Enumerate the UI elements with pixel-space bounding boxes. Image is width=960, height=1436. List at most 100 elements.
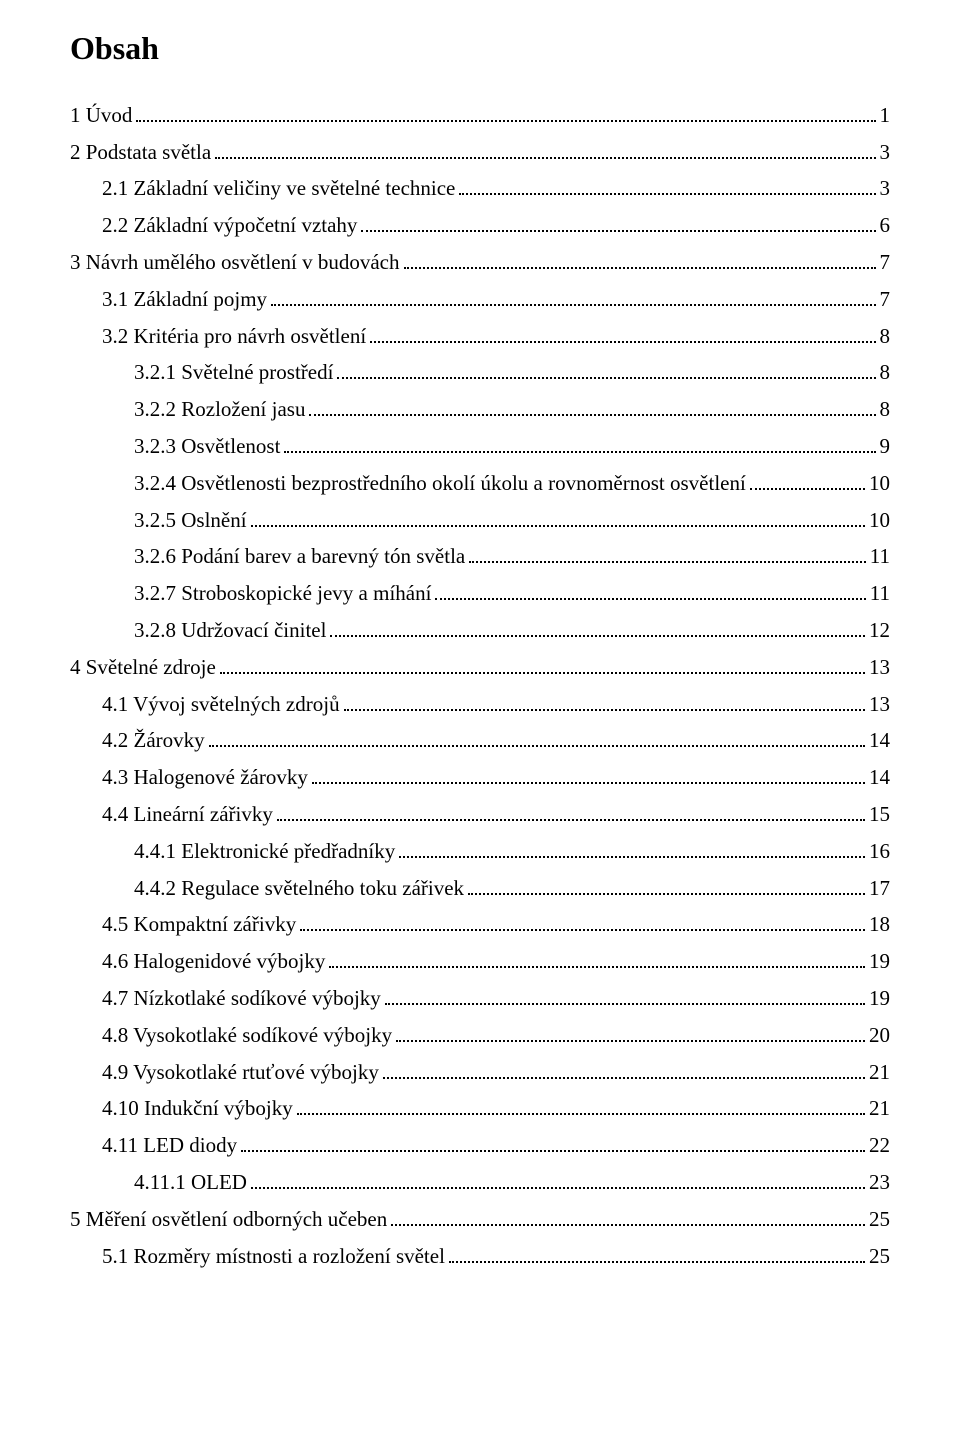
toc-entry-label: 4 Světelné zdroje [70, 657, 216, 678]
toc-entry-page: 17 [869, 878, 890, 899]
toc-entry: 3.2.5 Oslnění 10 [70, 508, 890, 531]
toc-leader-dots [220, 655, 865, 674]
toc-entry-label: 2.2 Základní výpočetní vztahy [102, 215, 357, 236]
toc-leader-dots [370, 324, 875, 343]
toc-entry: 3.2.7 Stroboskopické jevy a míhání11 [70, 581, 890, 604]
toc-entry: 3 Návrh umělého osvětlení v budovách7 [70, 250, 890, 273]
toc-leader-dots [435, 581, 865, 600]
toc-entry-page: 3 [880, 178, 891, 199]
toc-entry-label: 3.1 Základní pojmy [102, 289, 267, 310]
toc-entry: 4.7 Nízkotlaké sodíkové výbojky19 [70, 986, 890, 1009]
toc-entry: 4.4 Lineární zářivky15 [70, 802, 890, 825]
toc-entry: 3.2.1 Světelné prostředí 8 [70, 361, 890, 384]
toc-leader-dots [750, 471, 865, 490]
toc-entry: 4.9 Vysokotlaké rtuťové výbojky 21 [70, 1060, 890, 1083]
toc-list: 1 Úvod12 Podstata světla32.1 Základní ve… [70, 103, 890, 1267]
toc-entry: 3.2.3 Osvětlenost 9 [70, 434, 890, 457]
toc-leader-dots [383, 1060, 865, 1079]
toc-entry-page: 20 [869, 1025, 890, 1046]
toc-leader-dots [330, 618, 865, 637]
toc-leader-dots [404, 250, 876, 269]
toc-entry-page: 21 [869, 1062, 890, 1083]
toc-leader-dots [449, 1244, 865, 1263]
toc-entry-page: 13 [869, 694, 890, 715]
toc-entry-label: 5 Měření osvětlení odborných učeben [70, 1209, 387, 1230]
toc-leader-dots [391, 1207, 865, 1226]
toc-entry-page: 23 [869, 1172, 890, 1193]
toc-entry-label: 2.1 Základní veličiny ve světelné techni… [102, 178, 455, 199]
toc-leader-dots [284, 434, 875, 453]
toc-entry-label: 4.11.1 OLED [134, 1172, 247, 1193]
toc-leader-dots [329, 949, 865, 968]
toc-entry-label: 3.2 Kritéria pro návrh osvětlení [102, 326, 366, 347]
toc-entry-page: 3 [880, 142, 891, 163]
toc-entry-label: 3.2.3 Osvětlenost [134, 436, 280, 457]
toc-entry-label: 4.3 Halogenové žárovky [102, 767, 308, 788]
toc-entry-label: 3.2.6 Podání barev a barevný tón světla [134, 546, 465, 567]
toc-entry-label: 3.2.4 Osvětlenosti bezprostředního okolí… [134, 473, 746, 494]
toc-entry-page: 11 [870, 546, 890, 567]
toc-entry-label: 4.5 Kompaktní zářivky [102, 914, 296, 935]
toc-entry-label: 3.2.2 Rozložení jasu [134, 399, 305, 420]
toc-entry-page: 22 [869, 1135, 890, 1156]
toc-leader-dots [312, 765, 865, 784]
toc-entry-page: 9 [880, 436, 891, 457]
toc-entry: 4.1 Vývoj světelných zdrojů13 [70, 692, 890, 715]
toc-entry: 2 Podstata světla 3 [70, 140, 890, 163]
toc-entry: 3.2.8 Udržovací činitel 12 [70, 618, 890, 641]
toc-entry-label: 4.4.2 Regulace světelného toku zářivek [134, 878, 464, 899]
toc-entry: 4.5 Kompaktní zářivky 18 [70, 913, 890, 936]
toc-entry-page: 10 [869, 510, 890, 531]
toc-leader-dots [309, 397, 875, 416]
toc-entry: 4.3 Halogenové žárovky 14 [70, 765, 890, 788]
toc-entry-label: 3 Návrh umělého osvětlení v budovách [70, 252, 400, 273]
toc-entry-page: 25 [869, 1246, 890, 1267]
toc-entry-page: 14 [869, 767, 890, 788]
toc-leader-dots [215, 140, 875, 159]
toc-leader-dots [300, 913, 865, 932]
toc-leader-dots [396, 1023, 865, 1042]
toc-entry-label: 4.10 Indukční výbojky [102, 1098, 293, 1119]
toc-leader-dots [251, 1170, 865, 1189]
toc-entry-label: 4.8 Vysokotlaké sodíkové výbojky [102, 1025, 392, 1046]
toc-entry: 4 Světelné zdroje13 [70, 655, 890, 678]
toc-entry-page: 8 [880, 326, 891, 347]
toc-entry-label: 4.9 Vysokotlaké rtuťové výbojky [102, 1062, 379, 1083]
toc-entry-page: 16 [869, 841, 890, 862]
toc-entry: 4.10 Indukční výbojky21 [70, 1097, 890, 1120]
toc-entry-label: 2 Podstata světla [70, 142, 211, 163]
toc-entry: 5.1 Rozměry místnosti a rozložení světel… [70, 1244, 890, 1267]
toc-entry: 3.1 Základní pojmy7 [70, 287, 890, 310]
toc-entry: 4.4.2 Regulace světelného toku zářivek 17 [70, 876, 890, 899]
toc-leader-dots [361, 213, 875, 232]
toc-entry-label: 1 Úvod [70, 105, 132, 126]
toc-leader-dots [385, 986, 865, 1005]
toc-entry: 5 Měření osvětlení odborných učeben25 [70, 1207, 890, 1230]
toc-entry-label: 4.2 Žárovky [102, 730, 205, 751]
toc-entry-label: 4.4 Lineární zářivky [102, 804, 273, 825]
toc-leader-dots [337, 361, 875, 380]
toc-entry: 3.2.2 Rozložení jasu8 [70, 397, 890, 420]
toc-entry-label: 4.7 Nízkotlaké sodíkové výbojky [102, 988, 381, 1009]
toc-entry: 4.2 Žárovky 14 [70, 729, 890, 752]
toc-entry: 4.11.1 OLED 23 [70, 1170, 890, 1193]
toc-entry-page: 8 [880, 362, 891, 383]
toc-entry: 4.8 Vysokotlaké sodíkové výbojky 20 [70, 1023, 890, 1046]
toc-entry-page: 18 [869, 914, 890, 935]
toc-entry-page: 6 [880, 215, 891, 236]
toc-entry-label: 3.2.8 Udržovací činitel [134, 620, 326, 641]
toc-entry: 4.4.1 Elektronické předřadníky16 [70, 839, 890, 862]
toc-title: Obsah [70, 30, 890, 67]
toc-leader-dots [277, 802, 865, 821]
toc-leader-dots [251, 508, 865, 527]
toc-entry: 4.11 LED diody22 [70, 1133, 890, 1156]
toc-leader-dots [297, 1097, 865, 1116]
toc-entry: 4.6 Halogenidové výbojky19 [70, 949, 890, 972]
toc-entry-label: 3.2.5 Oslnění [134, 510, 247, 531]
toc-entry-page: 12 [869, 620, 890, 641]
toc-entry-page: 14 [869, 730, 890, 751]
toc-leader-dots [469, 545, 866, 564]
toc-entry-label: 5.1 Rozměry místnosti a rozložení světel [102, 1246, 445, 1267]
toc-entry-label: 3.2.7 Stroboskopické jevy a míhání [134, 583, 431, 604]
toc-entry-label: 3.2.1 Světelné prostředí [134, 362, 333, 383]
